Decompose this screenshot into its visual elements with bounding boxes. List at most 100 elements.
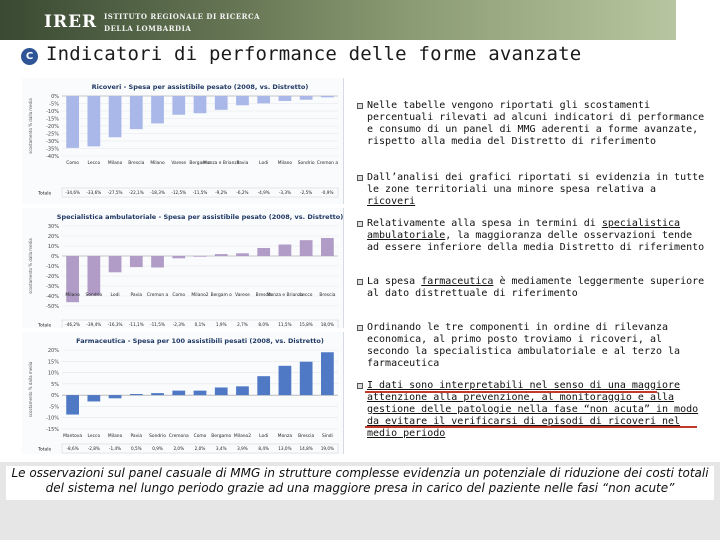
chart-bar: [129, 96, 143, 130]
y-tick-label: -35%: [46, 147, 59, 153]
data-table-row: [61, 319, 339, 328]
x-tick-label: Milano: [108, 160, 123, 166]
data-label: 11,5%: [278, 322, 291, 327]
chart-bar: [299, 361, 313, 396]
chart-bar: [236, 96, 249, 106]
chart-y-axis-label: scostamento % dalla media: [28, 361, 33, 417]
data-label: -3,3%: [279, 190, 291, 195]
chart-ricoveri: Ricoveri - Spesa per assistibile pesato …: [22, 78, 344, 204]
chart-bar: [299, 240, 313, 256]
bullet-6-text: I dati sono interpretabili nel senso di …: [367, 380, 699, 439]
chart-bar: [172, 256, 186, 259]
chart-title: Ricoveri - Spesa per assistibile pesato …: [92, 83, 309, 91]
chart-bar: [151, 393, 164, 396]
y-tick-label: 10%: [48, 371, 59, 377]
y-tick-label: -10%: [46, 416, 59, 422]
x-tick-label: Bergamo: [211, 433, 231, 439]
y-tick-label: -15%: [46, 117, 59, 123]
chart-title: Specialistica ambulatoriale - Spesa per …: [57, 213, 343, 221]
y-tick-label: -20%: [46, 124, 59, 130]
x-tick-label: Monza e Brianza: [203, 160, 240, 166]
x-tick-label: Milano: [150, 160, 165, 166]
chart-bar: [236, 253, 249, 256]
data-label: 3,4%: [216, 446, 227, 451]
data-label: 2,0%: [173, 446, 184, 451]
chart-bar: [172, 390, 186, 396]
bullet-5-text: Ordinando le tre componenti in ordine di…: [367, 322, 681, 369]
header-band: [0, 0, 676, 40]
bullet-icon: [357, 103, 363, 109]
x-tick-label: Pavia: [237, 160, 249, 166]
x-tick-label: Monza: [278, 433, 293, 439]
chart-svg: Specialistica ambulatoriale - Spesa per …: [28, 213, 343, 328]
bullet-icon: [357, 325, 363, 331]
x-tick-label: Sindi: [322, 433, 333, 439]
y-tick-label: -25%: [46, 132, 59, 138]
x-tick-label: Lodi: [259, 433, 268, 439]
slide-title: Indicatori di performance delle forme av…: [46, 43, 582, 65]
x-tick-label: Varese: [235, 292, 250, 298]
chart-bar: [151, 256, 164, 268]
data-label: -2,8%: [88, 446, 100, 451]
data-label: -11,5%: [150, 322, 165, 327]
y-tick-label: 20%: [48, 348, 59, 354]
y-tick-label: -20%: [46, 274, 59, 280]
bullet-icon: [357, 221, 363, 227]
data-label: 0,5%: [131, 446, 142, 451]
data-label: -2,5%: [300, 190, 312, 195]
x-tick-label: Milano: [65, 292, 80, 298]
data-label: 8,4%: [258, 446, 269, 451]
chart-bar: [87, 395, 101, 402]
y-tick-label: -30%: [46, 139, 59, 145]
x-tick-label: Brescia: [319, 292, 335, 298]
x-tick-label: Milano: [108, 433, 123, 439]
data-label: -9,2%: [215, 190, 227, 195]
bullet-1-text: Nelle tabelle vengono riportati gli scos…: [367, 100, 705, 147]
chart-svg: Farmaceutica - Spesa per 100 assistibili…: [28, 337, 339, 454]
bullet-4-text-c: è mediamente leggermente superiore al da…: [367, 276, 705, 299]
data-label: -27,5%: [108, 190, 123, 195]
x-tick-label: Pavia: [130, 292, 142, 298]
chart-specialistica: Specialistica ambulatoriale - Spesa per …: [22, 208, 344, 328]
bullet-3-highlight: specialistica ambulatoriale: [367, 218, 681, 241]
bullet-3-text-c: , la maggioranza delle osservazioni tend…: [367, 230, 705, 253]
y-tick-label: -30%: [46, 284, 59, 290]
data-label: 14,8%: [299, 446, 312, 451]
chart-farmaceutica: Farmaceutica - Spesa per 100 assistibili…: [22, 332, 344, 454]
chart-bar: [129, 256, 143, 268]
chart-bar: [108, 256, 122, 273]
chart-bar: [257, 248, 271, 256]
institute-name: ISTITUTO REGIONALE DI RICERCA DELLA LOMB…: [104, 11, 260, 35]
institute-line-1: ISTITUTO REGIONALE DI RICERCA: [104, 12, 260, 21]
chart-bar: [193, 255, 207, 257]
chart-bar: [108, 395, 122, 399]
data-label: 0,9%: [152, 446, 163, 451]
chart-bar: [66, 96, 79, 148]
x-tick-label: Milano2: [191, 292, 208, 298]
x-tick-label: Pavia: [130, 433, 142, 439]
emphasis-underline-1: [365, 391, 657, 393]
chart-bar: [87, 256, 101, 296]
data-label: 13,0%: [278, 446, 291, 451]
x-tick-label: Sondrio: [298, 160, 315, 166]
data-table-row-label: Totale: [37, 447, 52, 453]
chart-bar: [278, 244, 292, 256]
x-tick-label: Como: [66, 160, 79, 166]
chart-bar: [257, 96, 271, 104]
x-tick-label: Bergam o: [189, 160, 211, 166]
x-tick-label: Cremon a: [147, 292, 169, 298]
data-label: -46,2%: [65, 322, 80, 327]
data-label: -16,3%: [108, 322, 123, 327]
data-label: -22,1%: [129, 190, 144, 195]
y-tick-label: -40%: [46, 294, 59, 300]
data-label: -11,1%: [129, 322, 144, 327]
section-badge: C: [21, 48, 38, 65]
y-tick-label: 10%: [48, 244, 59, 250]
chart-bar: [87, 96, 101, 147]
x-tick-label: Milano2: [234, 433, 251, 439]
y-tick-label: -15%: [46, 427, 59, 433]
data-label: 0,1%: [195, 322, 206, 327]
data-label: -1,4%: [109, 446, 121, 451]
data-table-row: [61, 443, 339, 454]
y-tick-label: 20%: [48, 234, 59, 240]
